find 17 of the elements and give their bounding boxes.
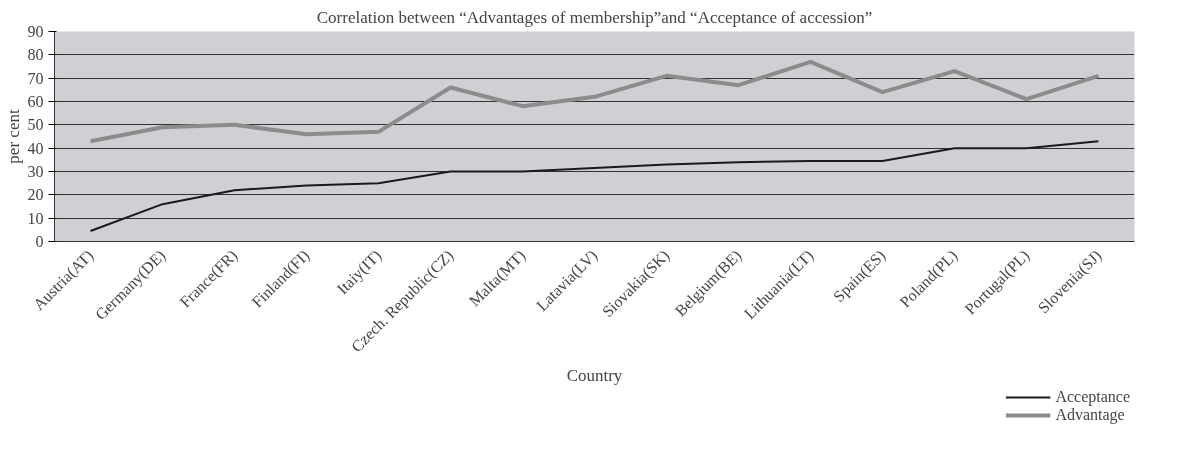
x-axis-title: Country (566, 366, 623, 386)
y-tick-label: 80 (27, 46, 44, 64)
y-tick-label: 10 (27, 209, 44, 227)
legend-label: Acceptance (1055, 388, 1130, 406)
y-axis-title: per cent (3, 109, 23, 164)
y-tick-label: 20 (27, 186, 44, 204)
y-tick-label: 30 (27, 163, 44, 180)
y-tick-label: 60 (27, 93, 44, 110)
y-tick-label: 90 (27, 23, 44, 40)
chart-title: Correlation between “Advantages of membership”and “Acceptance of accession” (316, 7, 873, 27)
line-series (89, 140, 1100, 232)
y-tick-label: 50 (27, 116, 44, 134)
y-tick-label: 70 (27, 69, 44, 87)
line-series (88, 59, 1101, 144)
y-tick-label: 0 (35, 233, 44, 250)
legend-label: Advantage (1055, 406, 1125, 424)
y-tick-label: 40 (27, 139, 44, 157)
